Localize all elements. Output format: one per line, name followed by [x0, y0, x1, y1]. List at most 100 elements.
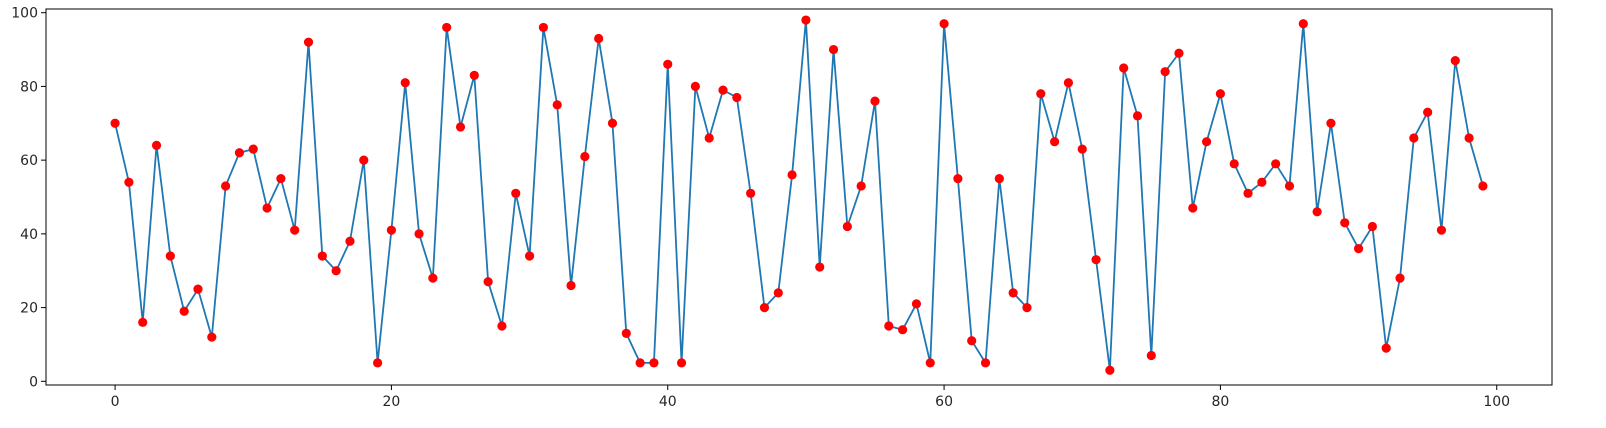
data-point — [538, 22, 548, 33]
data-point — [1188, 203, 1198, 213]
data-point — [1077, 144, 1087, 154]
data-point — [607, 118, 618, 128]
data-point — [594, 33, 604, 44]
y-tick-label: 80 — [20, 79, 38, 95]
data-point — [911, 299, 922, 309]
data-point — [1146, 350, 1156, 361]
y-tick-label: 20 — [20, 301, 38, 317]
data-point — [317, 251, 327, 261]
data-point — [994, 173, 1004, 184]
data-point — [124, 177, 134, 187]
data-point — [400, 78, 410, 88]
data-point — [290, 225, 300, 235]
y-tick-label: 0 — [29, 374, 38, 390]
data-point — [1050, 137, 1060, 147]
data-point — [1091, 255, 1101, 265]
data-point — [1478, 181, 1488, 191]
data-point — [221, 181, 231, 191]
x-tick-label: 80 — [1211, 394, 1229, 410]
data-point — [1367, 221, 1377, 232]
data-point — [1312, 207, 1322, 217]
data-point — [248, 144, 258, 154]
data-point — [1381, 343, 1391, 353]
data-point — [524, 251, 535, 261]
data-point — [898, 325, 908, 335]
data-point — [1353, 244, 1364, 254]
data-point — [276, 173, 286, 184]
data-point — [483, 277, 493, 287]
data-point — [1174, 48, 1184, 58]
data-point — [1257, 177, 1267, 187]
data-point — [939, 19, 949, 29]
data-point — [787, 170, 797, 180]
data-point — [234, 148, 245, 158]
x-tick-label: 60 — [935, 394, 953, 410]
data-point — [428, 273, 438, 283]
data-point — [1450, 56, 1460, 66]
markers — [110, 15, 1488, 375]
data-point — [1326, 118, 1336, 128]
series-line — [114, 19, 1484, 371]
data-point — [1008, 288, 1018, 298]
data-point — [732, 92, 742, 103]
x-tick-label: 100 — [1483, 394, 1510, 410]
data-point — [1215, 89, 1226, 99]
data-point — [1284, 181, 1295, 191]
data-point — [1409, 133, 1419, 143]
data-point — [469, 70, 479, 80]
x-tick-label: 20 — [382, 394, 400, 410]
data-point — [663, 59, 673, 69]
data-point — [580, 151, 590, 162]
data-point — [1132, 111, 1143, 121]
x-tick-label: 0 — [111, 394, 120, 410]
data-point — [386, 225, 397, 235]
data-point — [1298, 19, 1308, 29]
data-point — [676, 358, 687, 368]
data-point — [884, 321, 894, 331]
data-point — [773, 288, 783, 298]
plot-frame — [45, 8, 1553, 386]
data-point — [870, 96, 880, 106]
data-point — [925, 358, 935, 368]
data-point — [511, 188, 521, 198]
data-point — [635, 358, 645, 368]
data-point — [1119, 63, 1129, 73]
data-point — [856, 181, 866, 191]
data-point — [359, 155, 369, 165]
data-point — [455, 122, 466, 132]
data-point — [1036, 89, 1046, 99]
data-point — [552, 100, 562, 110]
data-point — [1201, 137, 1212, 147]
data-point — [303, 37, 314, 47]
data-point — [718, 85, 728, 95]
data-point — [138, 317, 148, 327]
data-point — [414, 229, 424, 239]
data-point — [801, 15, 811, 25]
data-point — [980, 358, 991, 368]
x-tick-label: 40 — [659, 394, 677, 410]
data-point — [497, 321, 507, 331]
data-point — [1436, 225, 1447, 235]
data-point — [1340, 218, 1350, 228]
y-tick-label: 60 — [20, 153, 38, 169]
data-point — [110, 118, 120, 128]
data-point — [566, 280, 576, 291]
data-point — [746, 188, 756, 198]
data-point — [1063, 78, 1074, 88]
data-point — [262, 203, 272, 213]
data-point — [815, 262, 825, 272]
data-point — [842, 221, 852, 232]
data-point — [345, 236, 355, 246]
data-point — [372, 358, 383, 368]
data-point — [690, 81, 700, 92]
data-point — [1271, 159, 1281, 169]
data-point — [207, 332, 217, 342]
data-point — [1229, 159, 1239, 169]
data-point — [1160, 67, 1170, 77]
data-point — [193, 284, 203, 294]
data-point — [704, 133, 714, 143]
data-point — [828, 44, 839, 55]
data-point — [151, 140, 162, 150]
data-point — [165, 251, 175, 261]
